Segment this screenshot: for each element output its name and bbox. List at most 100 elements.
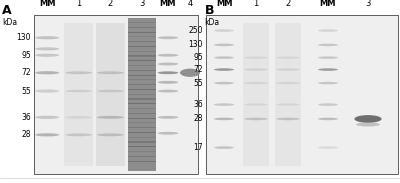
Bar bbox=[128, 113, 156, 114]
Text: 3: 3 bbox=[365, 0, 371, 8]
Ellipse shape bbox=[276, 118, 300, 120]
Text: B: B bbox=[205, 4, 215, 17]
Bar bbox=[128, 70, 156, 71]
Bar bbox=[128, 94, 156, 95]
Bar bbox=[128, 22, 156, 23]
Ellipse shape bbox=[214, 56, 234, 59]
Bar bbox=[275, 23, 301, 166]
Ellipse shape bbox=[180, 69, 200, 77]
Ellipse shape bbox=[214, 44, 234, 46]
Bar bbox=[128, 122, 156, 124]
Text: 250: 250 bbox=[188, 26, 203, 35]
Text: 72: 72 bbox=[22, 68, 31, 77]
Bar bbox=[128, 108, 156, 109]
Ellipse shape bbox=[65, 71, 92, 74]
Bar bbox=[128, 36, 156, 38]
Text: 95: 95 bbox=[22, 51, 31, 60]
Bar bbox=[128, 32, 156, 33]
Bar bbox=[243, 23, 269, 166]
Ellipse shape bbox=[318, 68, 338, 71]
Bar bbox=[128, 132, 156, 133]
Text: kDa: kDa bbox=[204, 18, 219, 27]
Bar bbox=[206, 15, 398, 174]
Text: 2: 2 bbox=[108, 0, 113, 8]
Ellipse shape bbox=[276, 103, 300, 106]
Bar bbox=[128, 65, 156, 66]
Ellipse shape bbox=[35, 71, 59, 74]
Text: 4: 4 bbox=[187, 0, 193, 8]
Ellipse shape bbox=[97, 71, 124, 74]
Ellipse shape bbox=[97, 90, 124, 92]
Ellipse shape bbox=[214, 146, 234, 149]
Ellipse shape bbox=[318, 118, 338, 120]
Text: 130: 130 bbox=[188, 40, 203, 49]
Ellipse shape bbox=[244, 103, 268, 106]
Ellipse shape bbox=[276, 82, 300, 84]
Ellipse shape bbox=[35, 89, 59, 93]
Bar bbox=[128, 84, 156, 85]
Bar bbox=[128, 51, 156, 52]
Ellipse shape bbox=[35, 47, 59, 51]
Text: 55: 55 bbox=[193, 79, 203, 88]
Text: 72: 72 bbox=[193, 65, 203, 74]
Ellipse shape bbox=[276, 68, 300, 71]
Bar bbox=[128, 41, 156, 42]
Ellipse shape bbox=[244, 57, 268, 59]
Bar bbox=[128, 89, 156, 90]
Text: 28: 28 bbox=[22, 130, 31, 139]
Text: 55: 55 bbox=[22, 87, 31, 96]
Bar bbox=[128, 98, 156, 100]
Text: 1: 1 bbox=[76, 0, 82, 8]
Text: 28: 28 bbox=[193, 114, 203, 123]
Ellipse shape bbox=[158, 63, 178, 66]
Ellipse shape bbox=[356, 122, 380, 126]
Ellipse shape bbox=[65, 133, 92, 136]
Ellipse shape bbox=[35, 116, 59, 119]
Ellipse shape bbox=[158, 90, 178, 92]
Ellipse shape bbox=[158, 71, 178, 74]
Bar bbox=[128, 127, 156, 128]
Text: MM: MM bbox=[39, 0, 56, 8]
Ellipse shape bbox=[214, 103, 234, 106]
Text: 17: 17 bbox=[193, 143, 203, 152]
Bar bbox=[128, 46, 156, 47]
Text: MM: MM bbox=[160, 0, 176, 8]
Bar bbox=[128, 79, 156, 81]
Bar bbox=[128, 118, 156, 119]
Ellipse shape bbox=[158, 81, 178, 84]
Ellipse shape bbox=[158, 116, 178, 119]
Ellipse shape bbox=[35, 133, 59, 137]
Ellipse shape bbox=[318, 146, 338, 149]
Text: kDa: kDa bbox=[2, 18, 17, 27]
Ellipse shape bbox=[244, 82, 268, 84]
Ellipse shape bbox=[276, 57, 300, 59]
Ellipse shape bbox=[214, 29, 234, 32]
Ellipse shape bbox=[65, 90, 92, 92]
Ellipse shape bbox=[318, 56, 338, 59]
Text: 36: 36 bbox=[22, 113, 31, 122]
Bar bbox=[128, 103, 156, 104]
Bar bbox=[128, 151, 156, 152]
Text: 1: 1 bbox=[253, 0, 259, 8]
Bar bbox=[128, 141, 156, 143]
Ellipse shape bbox=[318, 44, 338, 46]
Ellipse shape bbox=[214, 68, 234, 71]
Ellipse shape bbox=[158, 54, 178, 57]
Bar bbox=[128, 137, 156, 138]
Ellipse shape bbox=[158, 132, 178, 135]
Bar bbox=[96, 23, 125, 166]
Text: 95: 95 bbox=[193, 53, 203, 62]
Text: MM: MM bbox=[320, 0, 336, 8]
Ellipse shape bbox=[65, 116, 92, 119]
Text: 36: 36 bbox=[193, 100, 203, 109]
Ellipse shape bbox=[318, 29, 338, 32]
Ellipse shape bbox=[318, 103, 338, 106]
Bar bbox=[128, 18, 156, 171]
Ellipse shape bbox=[318, 82, 338, 84]
Bar bbox=[34, 15, 198, 174]
Ellipse shape bbox=[97, 133, 124, 136]
Text: 130: 130 bbox=[17, 33, 31, 42]
Bar bbox=[128, 75, 156, 76]
Text: 2: 2 bbox=[285, 0, 291, 8]
Text: 3: 3 bbox=[139, 0, 145, 8]
